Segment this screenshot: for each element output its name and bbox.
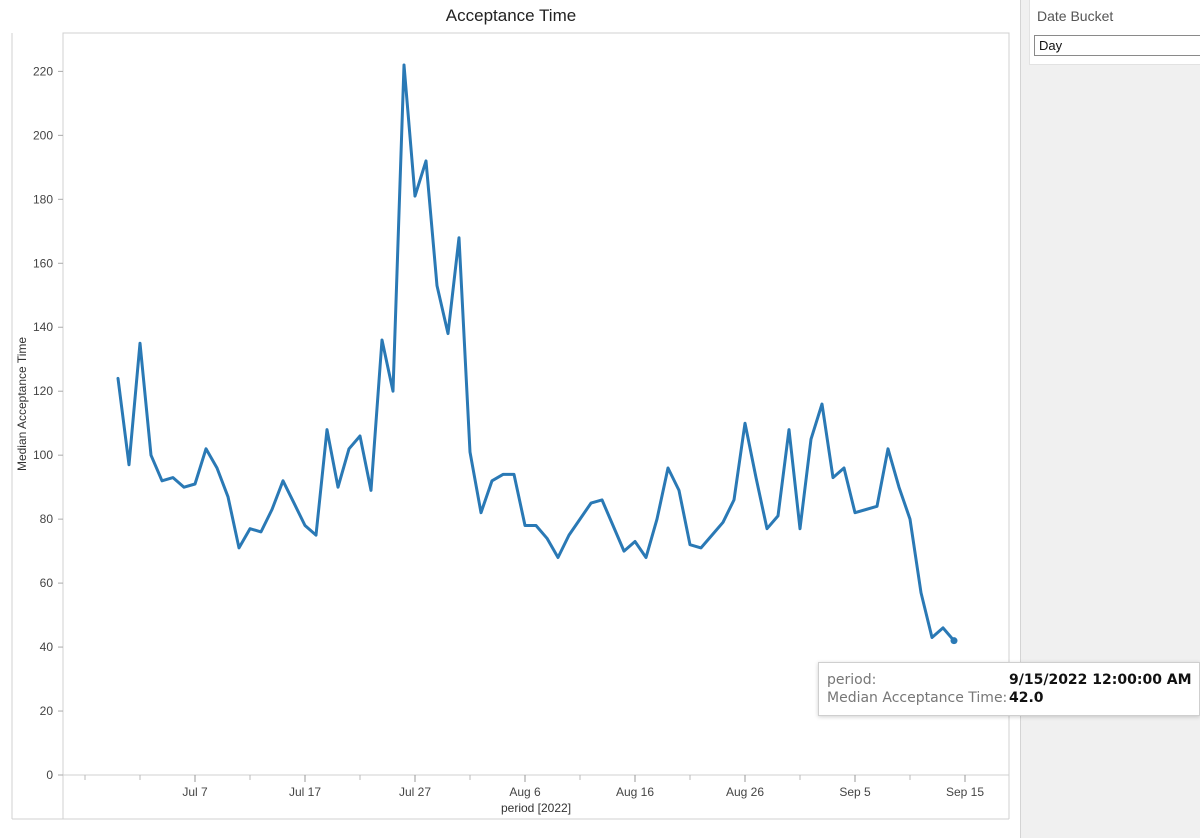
y-tick-label: 160 <box>33 256 53 270</box>
x-tick-label: Jul 7 <box>182 785 208 799</box>
y-tick-label: 200 <box>33 128 53 142</box>
tooltip-period-value: 9/15/2022 12:00:00 AM <box>1009 672 1192 688</box>
y-tick-label: 100 <box>33 448 53 462</box>
chart-title: Acceptance Time <box>446 6 576 25</box>
date-bucket-filter: Date Bucket Day ▼ <box>1029 0 1200 65</box>
series-line <box>116 63 956 643</box>
filter-title: Date Bucket <box>1037 8 1114 24</box>
x-tick-label: Aug 6 <box>509 785 541 799</box>
y-tick-label: 40 <box>40 640 54 654</box>
x-tick-label: Jul 27 <box>399 785 431 799</box>
y-tick-label: 120 <box>33 384 53 398</box>
y-axis-title: Median Acceptance Time <box>15 337 29 471</box>
date-bucket-select[interactable]: Day ▼ <box>1034 35 1200 56</box>
tooltip-period-label: period: <box>827 672 877 688</box>
y-tick-label: 20 <box>40 704 54 718</box>
chart-area: Acceptance Time 0 20 40 60 80 100 120 140 160 180 2… <box>0 0 1021 838</box>
highlighted-data-point <box>950 637 958 645</box>
line-chart[interactable]: Acceptance Time 0 20 40 60 80 100 120 140 160 180 2… <box>0 0 1020 838</box>
y-tick-label: 0 <box>46 768 53 782</box>
plot-frame <box>62 32 1010 776</box>
date-bucket-selected-value: Day <box>1039 38 1063 53</box>
tooltip: period: 9/15/2022 12:00:00 AM Median Acc… <box>818 662 1200 716</box>
x-tick-label: Sep 5 <box>839 785 871 799</box>
y-tick-label: 140 <box>33 320 53 334</box>
tooltip-value: 42.0 <box>1009 690 1044 706</box>
tooltip-value-label: Median Acceptance Time: <box>827 690 1008 706</box>
x-tick-label: Sep 15 <box>946 785 984 799</box>
x-tick-label: Aug 26 <box>726 785 764 799</box>
y-tick-label: 60 <box>40 576 54 590</box>
x-tick-label: Aug 16 <box>616 785 654 799</box>
x-axis-title: period [2022] <box>501 801 571 815</box>
x-tick-label: Jul 17 <box>289 785 321 799</box>
y-tick-label: 80 <box>40 512 54 526</box>
y-tick-label: 180 <box>33 192 53 206</box>
y-tick-label: 220 <box>33 64 53 78</box>
